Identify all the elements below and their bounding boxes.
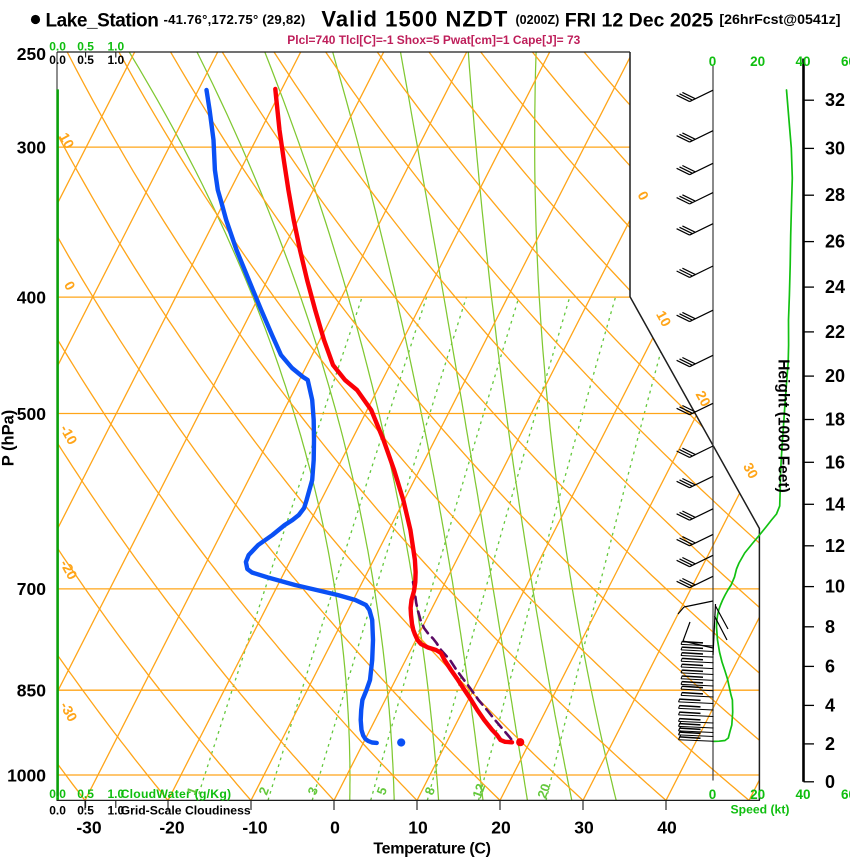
svg-text:12: 12 [825,536,845,556]
svg-text:22: 22 [825,322,845,342]
svg-text:40: 40 [657,818,677,838]
svg-text:16: 16 [825,452,845,472]
svg-text:8: 8 [825,617,835,637]
svg-text:Height (1000 Feet): Height (1000 Feet) [775,359,792,493]
svg-text:30: 30 [574,818,594,838]
svg-text:0: 0 [330,818,340,838]
svg-text:-20: -20 [159,818,185,838]
svg-text:Speed (kt): Speed (kt) [731,803,790,817]
svg-text:10: 10 [653,308,675,330]
svg-text:Lake_Station: Lake_Station [46,11,159,32]
svg-text:1: 1 [183,785,200,797]
svg-text:20: 20 [750,787,765,802]
svg-text:CloudWater (g/Kg): CloudWater (g/Kg) [121,787,232,801]
svg-text:FRI 12 Dec 2025: FRI 12 Dec 2025 [565,10,714,32]
svg-text:850: 850 [17,681,46,701]
svg-text:1.0: 1.0 [107,53,124,67]
svg-text:400: 400 [17,287,46,307]
svg-text:8: 8 [421,785,438,797]
svg-text:40: 40 [795,54,810,69]
svg-text:3: 3 [304,785,321,797]
svg-text:300: 300 [17,137,46,157]
svg-text:Temperature (C): Temperature (C) [373,841,490,858]
svg-text:20: 20 [534,782,553,801]
svg-text:10: 10 [56,130,78,152]
svg-text:0.0: 0.0 [49,787,66,801]
svg-text:1.0: 1.0 [107,787,124,801]
svg-text:14: 14 [825,494,845,514]
svg-text:18: 18 [825,410,845,430]
svg-text:1.0: 1.0 [107,40,124,54]
svg-text:0.0: 0.0 [49,40,66,54]
svg-text:30: 30 [825,138,845,158]
svg-text:0: 0 [709,787,717,802]
svg-text:0.0: 0.0 [49,804,66,818]
svg-text:0.5: 0.5 [77,40,94,54]
svg-text:20: 20 [693,388,715,410]
svg-text:5: 5 [373,785,390,797]
svg-text:6: 6 [825,656,835,676]
svg-text:250: 250 [17,44,46,64]
svg-text:700: 700 [17,579,46,599]
svg-text:20: 20 [491,818,511,838]
svg-text:26: 26 [825,232,845,252]
svg-text:2: 2 [825,734,835,754]
svg-text:1000: 1000 [7,765,46,785]
svg-text:32: 32 [825,90,845,110]
svg-text:0: 0 [709,54,717,69]
svg-text:60: 60 [841,787,850,802]
svg-text:0.5: 0.5 [77,787,94,801]
svg-text:30: 30 [740,460,762,482]
svg-text:20: 20 [750,54,765,69]
svg-text:1.0: 1.0 [107,804,124,818]
svg-text:10: 10 [825,577,845,597]
svg-text:20: 20 [825,366,845,386]
svg-text:0: 0 [825,772,835,792]
svg-text:10: 10 [408,818,428,838]
svg-text:-10: -10 [242,818,268,838]
svg-text:-30: -30 [76,818,102,838]
svg-text:0.5: 0.5 [77,53,94,67]
svg-text:Grid-Scale Cloudiness: Grid-Scale Cloudiness [121,804,251,818]
svg-text:[26hrFcst@0541z]: [26hrFcst@0541z] [719,12,840,28]
svg-text:40: 40 [795,787,810,802]
svg-text:24: 24 [825,277,845,297]
svg-text:60: 60 [841,54,850,69]
svg-text:0.0: 0.0 [49,53,66,67]
svg-text:0.5: 0.5 [77,804,94,818]
svg-text:2: 2 [255,785,272,797]
svg-text:28: 28 [825,185,845,205]
svg-text:12: 12 [469,782,488,801]
svg-text:4: 4 [825,695,835,715]
svg-text:Plcl=740 Tlcl[C]=-1 Shox=5 Pwa: Plcl=740 Tlcl[C]=-1 Shox=5 Pwat[cm]=1 Ca… [287,33,580,47]
svg-text:P (hPa): P (hPa) [0,410,18,467]
svg-text:Valid 1500 NZDT: Valid 1500 NZDT [321,7,508,32]
svg-text:-41.76°,172.75° (29,82): -41.76°,172.75° (29,82) [164,12,306,27]
svg-text:500: 500 [17,404,46,424]
svg-text:(0200Z): (0200Z) [516,13,560,27]
